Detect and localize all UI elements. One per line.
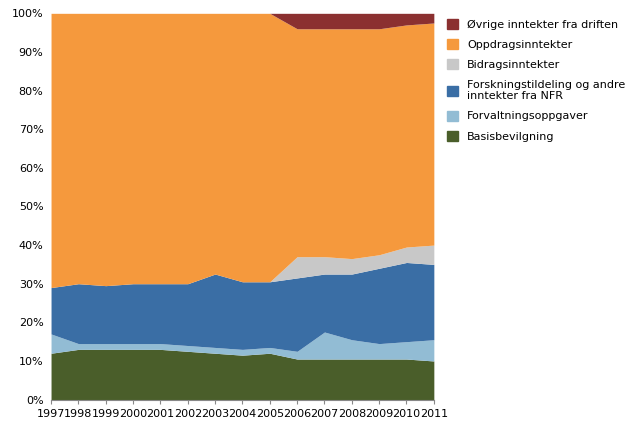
- Legend: Øvrige inntekter fra driften, Oppdragsinntekter, Bidragsinntekter, Forskningstil: Øvrige inntekter fra driften, Oppdragsin…: [447, 19, 625, 142]
